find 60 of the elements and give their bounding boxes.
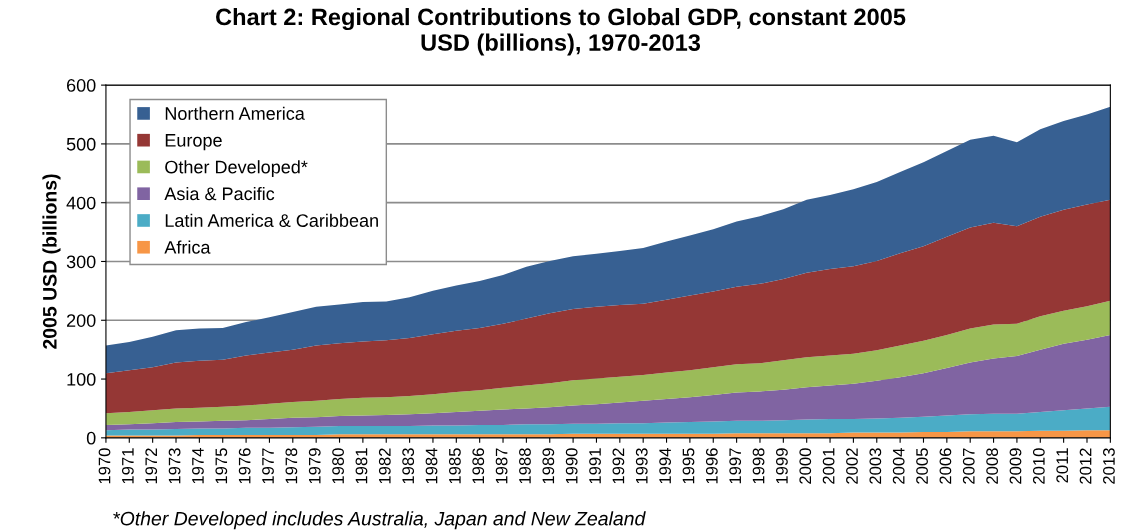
text: *Other Developed includes Australia, Japan and New Zealand [113, 511, 646, 530]
x-tick-label: 1995 [682, 448, 695, 484]
x-tick-label: 2006 [939, 448, 952, 484]
x-tick-label: 1975 [215, 448, 228, 484]
y-tick-label: 100 [67, 372, 96, 386]
x-tick-label: 1996 [705, 448, 718, 484]
x-tick-label: 2008 [986, 448, 999, 484]
y-tick-label: 0 [86, 431, 96, 445]
x-tick-label: 2007 [962, 448, 975, 484]
x-tick-label: 1991 [589, 448, 601, 484]
x-tick-label: 1989 [542, 448, 555, 484]
x-tick-label: 2012 [1079, 448, 1092, 484]
x-tick-label: 2002 [846, 448, 858, 484]
legend-label: Northern America [165, 106, 305, 120]
x-tick-label: 1998 [752, 448, 765, 484]
x-tick-label: 1993 [635, 448, 648, 484]
y-tick-label: 300 [66, 255, 96, 269]
x-tick-label: 2003 [869, 448, 882, 484]
chart-title: Chart 2: Regional Contributions to Global GDP, constant 2005 USD (billions), 1970-2013 [216, 7, 906, 56]
x-tick-label: 1980 [332, 448, 344, 484]
legend-label: Africa [164, 240, 211, 254]
x-tick-label: 1994 [659, 448, 672, 484]
y-tick-label: 600 [67, 79, 96, 92]
x-tick-label: 2011 [1056, 448, 1069, 483]
x-tick-label: 2009 [1009, 448, 1022, 484]
legend-label: Latin America & Caribbean [165, 213, 378, 227]
x-tick-label: 1981 [355, 448, 368, 484]
x-tick-label: 1999 [776, 448, 788, 484]
x-tick-label: 1997 [729, 448, 742, 484]
x-tick-label: 2000 [799, 448, 812, 484]
x-tick-label: 1979 [308, 448, 321, 484]
x-tick-label: 1990 [565, 448, 578, 484]
x-tick-label: 2005 [916, 448, 928, 484]
x-tick-label: 1973 [168, 448, 181, 484]
x-tick-label: 2010 [1032, 448, 1045, 484]
x-tick-label: 2004 [892, 448, 905, 484]
legend-label: Asia & Pacific [164, 186, 275, 201]
x-tick-label: 1992 [612, 448, 625, 484]
x-tick-label: 1982 [378, 448, 391, 484]
x-tick-label: 1988 [519, 448, 531, 484]
x-tick-label: 1983 [402, 448, 415, 484]
x-tick-label: 1970 [98, 448, 111, 484]
x-tick-label: 1974 [192, 448, 204, 484]
y-tick-label: 400 [66, 196, 96, 210]
legend-label: Other Developed* [165, 160, 308, 178]
x-tick-label: 1972 [145, 448, 158, 484]
legend-label: Europe [165, 134, 222, 151]
x-tick-label: 1987 [495, 448, 508, 484]
x-tick-label: 1977 [262, 448, 274, 484]
x-tick-label: 1976 [238, 448, 251, 484]
y-tick-label: 200 [67, 314, 96, 327]
x-tick-label: 1986 [472, 448, 485, 484]
x-tick-label: 2013 [1103, 448, 1115, 484]
x-tick-label: 1971 [121, 448, 134, 484]
y-axis-title: 2005 USD (billions) [42, 174, 61, 349]
x-tick-label: 1978 [285, 448, 298, 484]
y-tick-label: 500 [66, 137, 96, 151]
x-tick-label: 1985 [448, 448, 461, 484]
x-tick-label: 1984 [425, 448, 438, 484]
x-tick-label: 2001 [822, 448, 835, 484]
